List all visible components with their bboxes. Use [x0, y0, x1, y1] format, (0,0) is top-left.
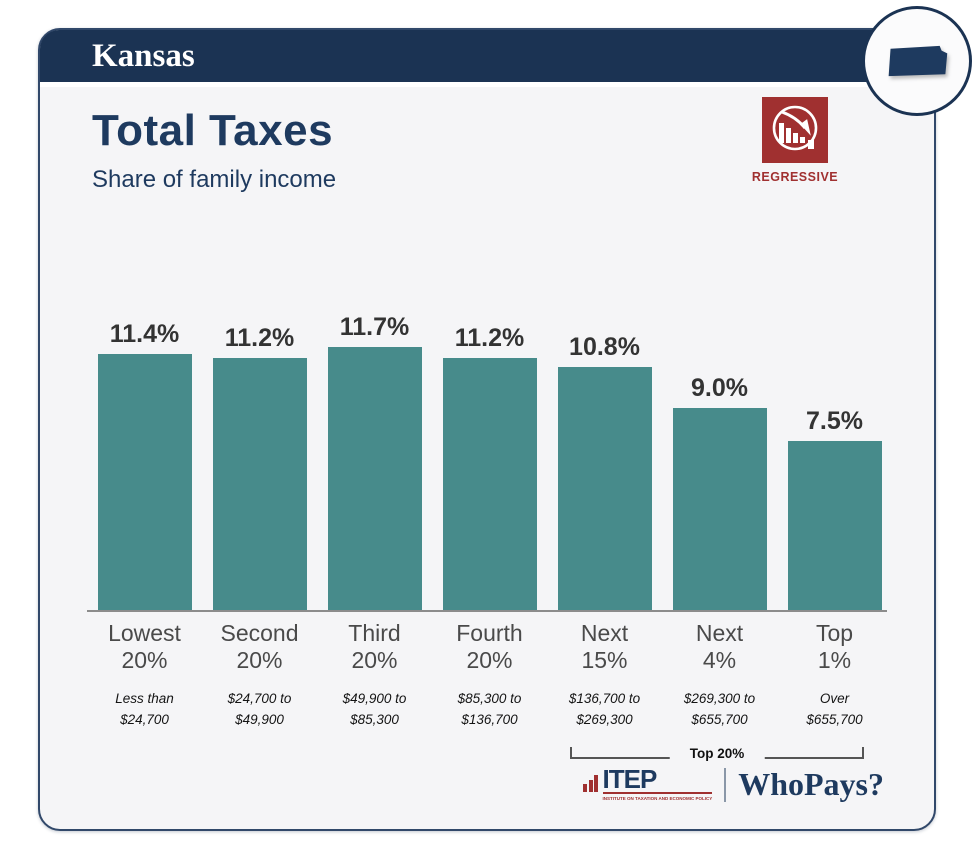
axis-label-cell: Second 20% $24,700 to $49,900 — [202, 620, 317, 731]
bar-column: 11.2% — [432, 298, 547, 610]
category-label: Fourth 20% — [456, 620, 523, 673]
bar-value-label: 11.7% — [339, 312, 410, 341]
bar-column: 11.7% — [317, 298, 432, 610]
income-range-label: $269,300 to $655,700 — [683, 690, 756, 727]
bar — [327, 346, 422, 610]
itep-bars-icon — [583, 774, 600, 792]
category-label: Third 20% — [348, 620, 401, 673]
bar-value-label: 11.4% — [109, 319, 180, 348]
bar — [212, 358, 307, 610]
x-axis-labels: Lowest 20% Less than $24,700 Second 20% $24,70… — [87, 620, 892, 731]
category-label: Second 20% — [220, 620, 299, 673]
itep-tagline: INSTITUTE ON TAXATION AND ECONOMIC POLIC… — [602, 795, 713, 801]
chart-subtitle: Share of family income — [92, 166, 337, 193]
state-name: Kansas — [92, 38, 195, 74]
regressive-label: REGRESSIVE — [751, 170, 839, 184]
bar-value-label: 11.2% — [224, 324, 295, 352]
regressive-badge: REGRESSIVE — [745, 97, 845, 184]
top20-bracket: Top 20% — [570, 746, 864, 761]
x-axis-line — [87, 610, 887, 612]
kansas-state-icon — [888, 45, 948, 77]
income-range-label: $85,300 to $136,700 — [457, 690, 522, 727]
income-range-label: $24,700 to $49,900 — [227, 690, 292, 727]
bar-column: 7.5% — [777, 298, 892, 610]
bar-value-label: 11.2% — [454, 324, 525, 352]
axis-label-cell: Third 20% $49,900 to $85,300 — [317, 620, 432, 731]
bar-value-label: 10.8% — [569, 333, 640, 361]
bar — [97, 353, 192, 610]
axis-label-cell: Fourth 20% $85,300 to $136,700 — [432, 620, 547, 731]
category-label: Next 4% — [695, 620, 744, 673]
bar-value-label: 7.5% — [806, 407, 863, 436]
income-range-label: $49,900 to $85,300 — [342, 690, 407, 727]
bar — [672, 407, 767, 610]
logo-divider — [724, 767, 727, 802]
bar-column: 11.4% — [87, 298, 202, 610]
state-shape-badge — [862, 6, 972, 116]
bar-column: 10.8% — [547, 298, 662, 610]
bar — [557, 367, 652, 610]
bar-column: 9.0% — [662, 298, 777, 610]
footer-logos: ITEP INSTITUTE ON TAXATION AND ECONOMIC … — [583, 766, 884, 803]
income-range-label: $136,700 to $269,300 — [568, 690, 641, 727]
top20-bracket-label: Top 20% — [669, 746, 765, 761]
income-range-label: Less than $24,700 — [115, 690, 174, 727]
income-range-label: Over $655,700 — [806, 690, 863, 727]
bar-chart: 11.4% 11.2% 11.7% 11.2% 10.8% 9.0% 7.5% — [87, 298, 892, 610]
axis-label-cell: Next 15% $136,700 to $269,300 — [547, 620, 662, 731]
declining-chart-icon — [762, 97, 828, 163]
itep-name: ITEP — [602, 766, 713, 795]
chart-title: Total Taxes — [92, 106, 334, 155]
header-band: Kansas — [40, 30, 934, 87]
bar — [787, 441, 882, 610]
category-label: Top 1% — [815, 620, 854, 673]
bar-value-label: 9.0% — [691, 373, 748, 402]
state-report-card: Kansas Total Taxes Share of family incom… — [38, 6, 972, 831]
bar-column: 11.2% — [202, 298, 317, 610]
bar — [442, 358, 537, 610]
axis-label-cell: Top 1% Over $655,700 — [777, 620, 892, 731]
axis-label-cell: Lowest 20% Less than $24,700 — [87, 620, 202, 731]
whopays-logo: WhoPays? — [738, 766, 884, 802]
itep-logo: ITEP INSTITUTE ON TAXATION AND ECONOMIC … — [583, 766, 713, 801]
category-label: Next 15% — [580, 620, 629, 673]
category-label: Lowest 20% — [108, 620, 181, 673]
axis-label-cell: Next 4% $269,300 to $655,700 — [662, 620, 777, 731]
